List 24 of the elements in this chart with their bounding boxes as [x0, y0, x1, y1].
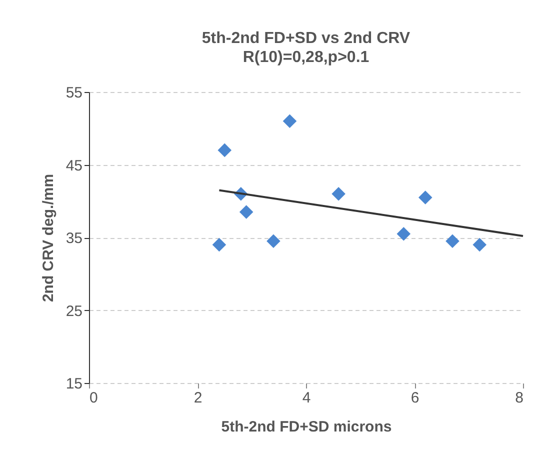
point — [472, 238, 486, 252]
point — [446, 234, 460, 248]
point — [282, 114, 297, 128]
point — [418, 190, 432, 204]
x-tick-label: 8 — [515, 390, 524, 406]
point — [266, 234, 280, 248]
x-tick-label: 6 — [410, 390, 420, 406]
x-tick-label: 4 — [302, 390, 311, 406]
point — [218, 143, 232, 158]
x-tick-label: 2 — [194, 390, 202, 406]
chart-title: 5th-2nd FD+SD vs 2nd CRV — [202, 30, 410, 47]
y-tick-label: 45 — [66, 157, 82, 174]
y-tick-label: 55 — [66, 84, 82, 102]
x-axis-title: 5th-2nd FD+SD microns — [221, 418, 392, 436]
y-axis-title: 2nd CRV deg./mm — [40, 174, 57, 302]
x-tick-label: 0 — [90, 390, 98, 406]
y-tick-label: 35 — [66, 230, 82, 247]
point — [239, 205, 254, 219]
point — [396, 226, 411, 241]
chart-subtitle: R(10)=0,28,p>0.1 — [242, 49, 370, 66]
point — [332, 186, 346, 201]
y-tick-label: 25 — [66, 302, 82, 320]
y-tick-label: 15 — [66, 376, 82, 392]
point — [212, 238, 226, 252]
